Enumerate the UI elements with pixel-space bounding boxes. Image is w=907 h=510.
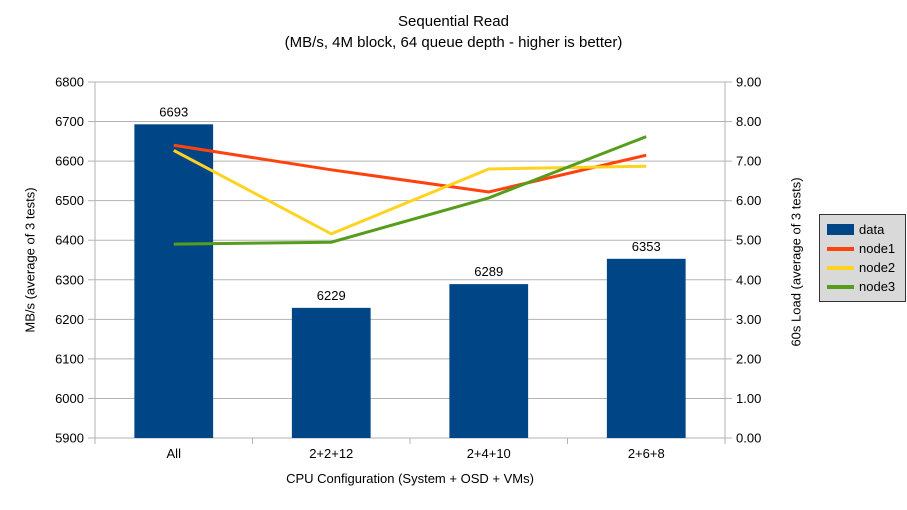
legend-swatch-node1 <box>827 246 854 251</box>
right-tick-label: 2.00 <box>736 351 761 366</box>
legend-label-data: data <box>859 222 885 237</box>
right-tick-label: 7.00 <box>736 154 761 169</box>
x-axis-title: CPU Configuration (System + OSD + VMs) <box>286 471 534 486</box>
right-tick-label: 0.00 <box>736 431 761 446</box>
line-node1 <box>173 143 647 194</box>
legend-swatch-node2 <box>827 265 854 270</box>
bar-2+4+10 <box>449 284 529 438</box>
legend-item-node1: node1 <box>827 242 905 255</box>
legend: data node1 node2 node3 <box>819 214 906 302</box>
bar-2+2+12 <box>291 307 371 438</box>
y-axis-title-right: 60s Load (average of 3 tests) <box>788 177 804 347</box>
chart-title: Sequential Read <box>398 13 509 30</box>
legend-label-node1: node1 <box>859 241 896 256</box>
bar-value-label: 6693 <box>159 104 188 119</box>
left-tick-label: 5900 <box>55 431 84 446</box>
right-tick-label: 4.00 <box>736 272 761 287</box>
line-node3 <box>173 135 647 246</box>
right-tick-label: 5.00 <box>736 233 761 248</box>
legend-swatch-node3 <box>827 284 854 289</box>
left-tick-label: 6800 <box>55 75 84 90</box>
left-tick-label: 6400 <box>55 233 84 248</box>
right-tick-label: 6.00 <box>736 193 761 208</box>
bar-value-label: 6289 <box>474 264 503 279</box>
right-tick-label: 9.00 <box>736 75 761 90</box>
bar-value-label: 6229 <box>317 288 346 303</box>
legend-label-node2: node2 <box>859 260 896 275</box>
left-tick-label: 6300 <box>55 272 84 287</box>
y-axis-title-left: MB/s (average of 3 tests) <box>22 187 38 333</box>
legend-label-node3: node3 <box>859 279 896 294</box>
right-tick-label: 3.00 <box>736 312 761 327</box>
left-tick-label: 6700 <box>55 114 84 129</box>
left-tick-label: 6200 <box>55 312 84 327</box>
bar-All <box>134 124 214 438</box>
legend-item-node2: node2 <box>827 261 905 274</box>
legend-item-data: data <box>827 223 905 236</box>
bar-value-label: 6353 <box>632 239 661 254</box>
legend-item-node3: node3 <box>827 280 905 293</box>
left-tick-label: 6600 <box>55 154 84 169</box>
right-tick-label: 8.00 <box>736 114 761 129</box>
category-label: 2+6+8 <box>628 446 665 461</box>
category-label: 2+4+10 <box>467 446 511 461</box>
right-tick-label: 1.00 <box>736 391 761 406</box>
left-tick-label: 6000 <box>55 391 84 406</box>
legend-swatch-data <box>827 224 854 235</box>
left-tick-label: 6500 <box>55 193 84 208</box>
bar-2+6+8 <box>606 258 686 438</box>
chart-subtitle: (MB/s, 4M block, 64 queue depth - higher… <box>284 34 623 51</box>
category-label: All <box>167 446 182 461</box>
left-tick-label: 6100 <box>55 351 84 366</box>
category-label: 2+2+12 <box>309 446 353 461</box>
